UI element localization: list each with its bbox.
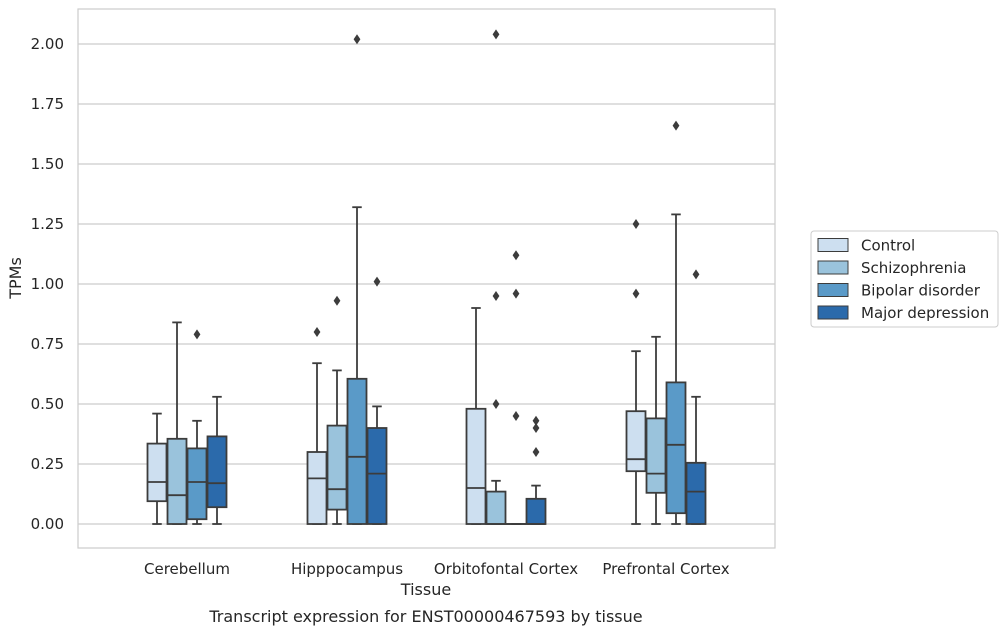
outlier-point [632, 288, 640, 299]
legend-swatch [817, 283, 849, 297]
box-control [146, 412, 168, 525]
outlier-point [512, 250, 520, 261]
x-tick-label: Hipppocampus [291, 560, 403, 578]
outlier-point [692, 269, 700, 280]
y-tick-labels: 0.00 0.25 0.50 0.75 1.00 1.25 1.50 1.75 2.00 [31, 35, 64, 533]
outlier-point [492, 29, 500, 40]
outlier-point [532, 415, 540, 426]
box-schizophrenia [645, 335, 667, 525]
box-major-depression [206, 395, 228, 525]
box-body [146, 442, 168, 503]
box-body [206, 435, 228, 509]
outlier-point [373, 276, 381, 287]
legend: Control Schizophrenia Bipolar disorder Majo… [810, 230, 999, 328]
box-groups [146, 29, 707, 525]
legend-frame [810, 230, 999, 328]
box-body [625, 410, 647, 473]
outlier-point [532, 423, 540, 433]
outlier-point [512, 288, 520, 299]
legend-swatch [817, 305, 849, 320]
box-major-depression [366, 276, 388, 525]
legend-swatch [817, 260, 849, 275]
box-control [465, 307, 487, 525]
y-tick-label: 1.00 [31, 275, 64, 293]
box-major-depression [685, 269, 707, 525]
legend-label: Control [861, 237, 915, 255]
outlier-point [672, 120, 680, 131]
box-body [366, 427, 388, 525]
box-body [346, 377, 368, 525]
y-tick-label: 1.50 [31, 155, 64, 173]
box-body [525, 497, 547, 525]
legend-swatch [817, 238, 849, 252]
x-tick-label: Prefrontal Cortex [602, 560, 729, 578]
box-body [186, 447, 208, 521]
outlier-point [193, 329, 201, 340]
outlier-point [353, 34, 361, 45]
legend-label: Bipolar disorder [861, 282, 981, 300]
box-control [625, 219, 647, 525]
outlier-point [512, 411, 520, 421]
outlier-point [492, 291, 500, 301]
y-tick-label: 1.25 [31, 215, 64, 233]
box-major-depression [525, 415, 547, 525]
y-axis-label: TPMs [6, 257, 25, 300]
outlier-point [632, 219, 640, 229]
chart-caption: Transcript expression for ENST0000046759… [208, 607, 642, 626]
legend-label: Major depression [861, 304, 989, 322]
x-tick-labels: Cerebellum Hipppocampus Orbitofontal Corte… [144, 560, 730, 578]
box-body [485, 490, 507, 525]
y-tick-label: 0.75 [31, 335, 64, 353]
box-bipolar-disorder [505, 250, 527, 525]
x-axis-label: Tissue [400, 580, 451, 599]
box-bipolar-disorder [665, 120, 687, 525]
box-body [465, 407, 487, 525]
box-body [166, 437, 188, 525]
box-schizophrenia [166, 321, 188, 525]
outlier-point [532, 447, 540, 457]
box-control [306, 327, 328, 525]
x-tick-label: Cerebellum [144, 560, 230, 578]
box-body [306, 451, 328, 525]
box-body [685, 461, 707, 525]
x-tick-label: Orbitofontal Cortex [434, 560, 578, 578]
y-tick-label: 0.25 [31, 455, 64, 473]
y-tick-label: 0.00 [31, 515, 64, 533]
box-schizophrenia [485, 29, 507, 525]
outlier-point [492, 399, 500, 409]
y-tick-label: 1.75 [31, 95, 64, 113]
outlier-point [333, 295, 341, 306]
box-body [645, 417, 667, 494]
box-schizophrenia [326, 295, 348, 525]
box-body [326, 424, 348, 511]
outlier-point [313, 327, 321, 337]
y-tick-label: 0.50 [31, 395, 64, 413]
box-bipolar-disorder [186, 329, 208, 525]
y-tick-label: 2.00 [31, 35, 64, 53]
legend-label: Schizophrenia [861, 259, 966, 277]
box-bipolar-disorder [346, 34, 368, 525]
box-body [665, 381, 687, 515]
